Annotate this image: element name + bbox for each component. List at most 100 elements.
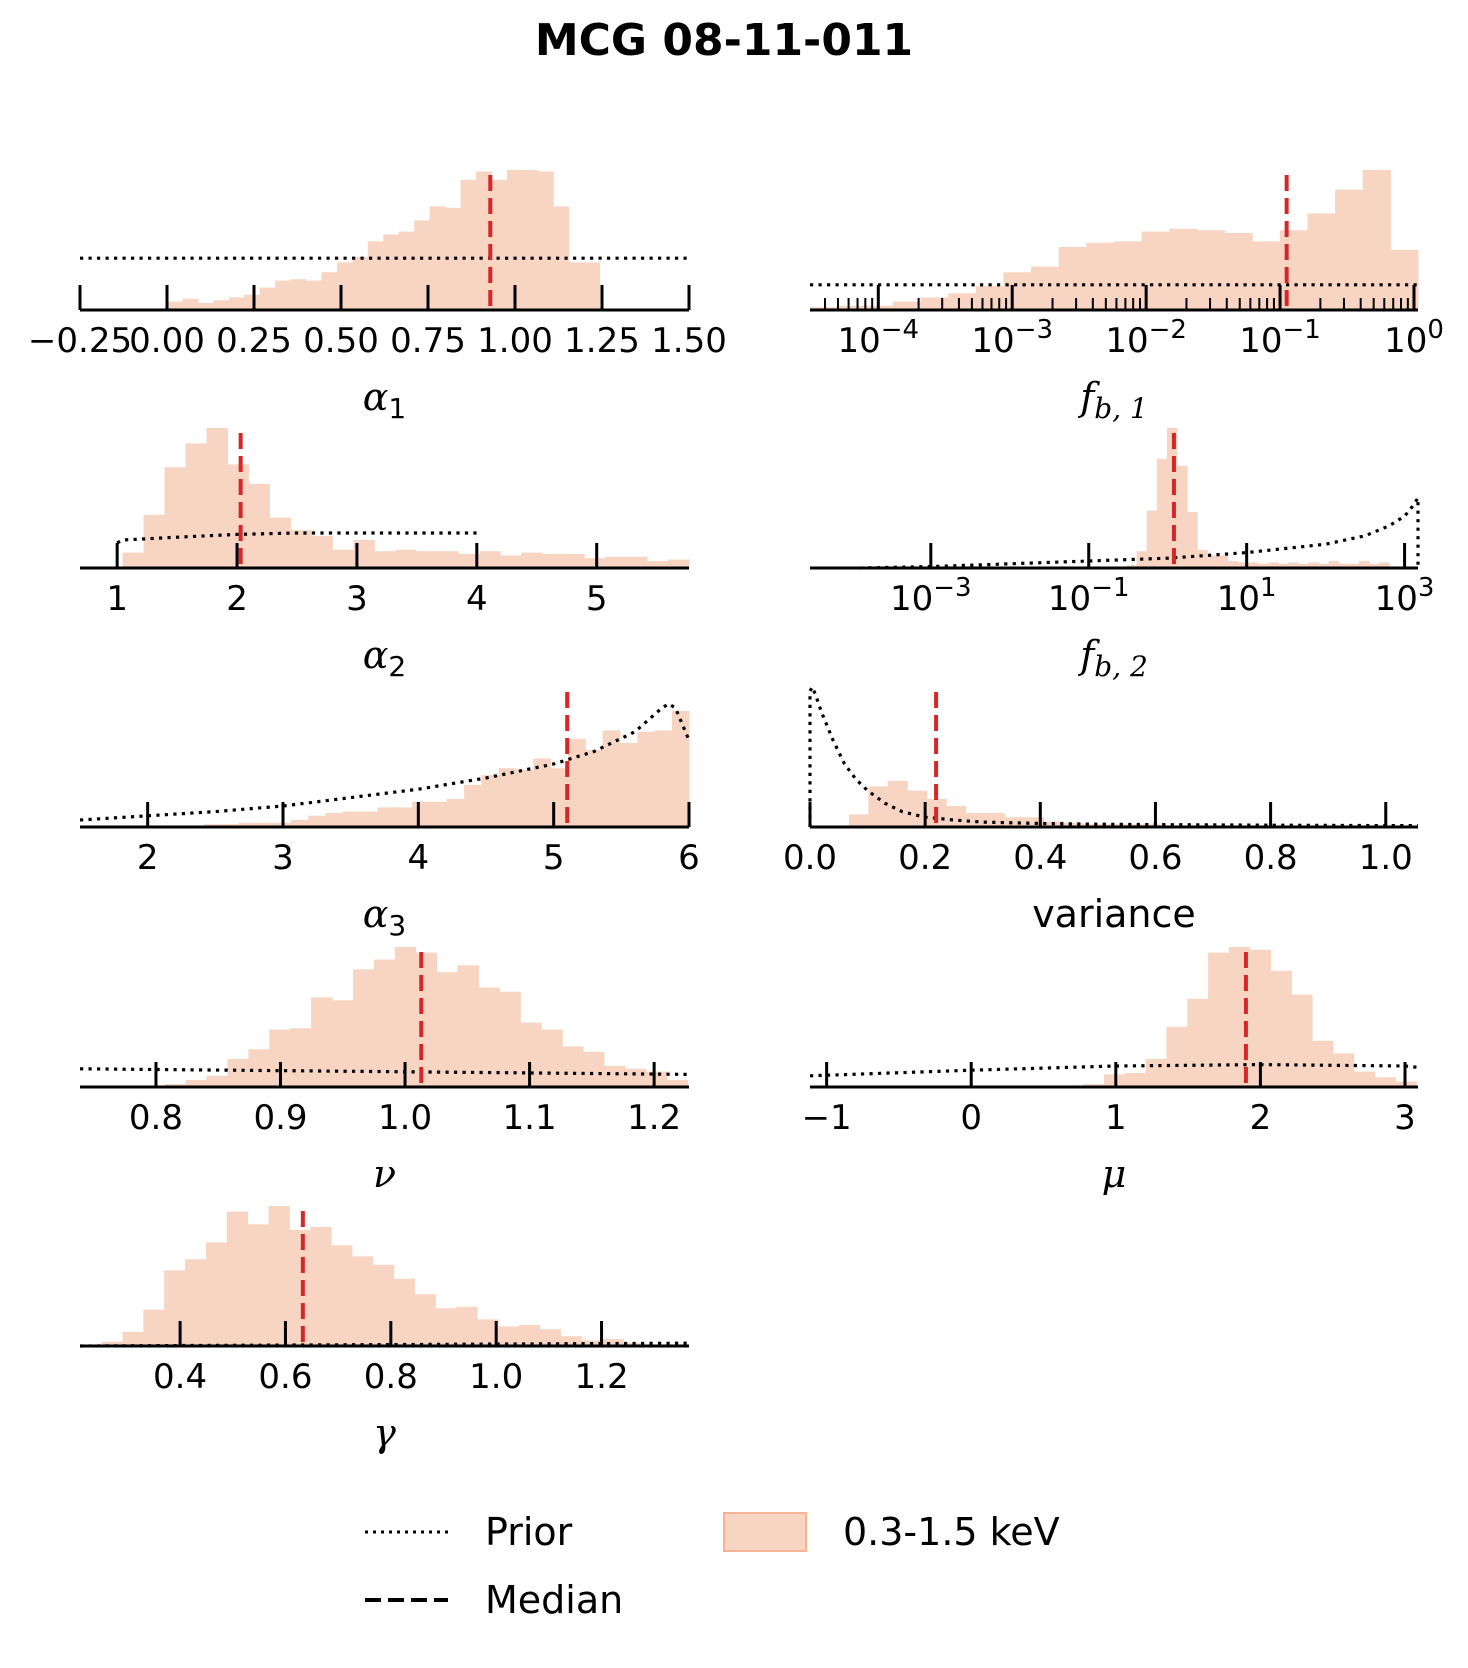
hist-bar xyxy=(560,1336,582,1346)
hist-bar xyxy=(289,1229,311,1346)
legend-median-label: Median xyxy=(485,1578,623,1622)
hist-bar xyxy=(585,750,604,827)
hist-bar xyxy=(602,1339,624,1346)
hist-bar xyxy=(1224,233,1253,310)
tick-label: 4 xyxy=(408,838,430,878)
hist-bar xyxy=(476,171,492,310)
axis-label-alpha2: α2 xyxy=(363,633,407,683)
hist-bar xyxy=(539,1329,562,1346)
hist-bar xyxy=(416,551,438,568)
hist-bar xyxy=(213,300,230,310)
hist-bar xyxy=(1267,562,1279,568)
tick-label: 1.2 xyxy=(627,1098,681,1138)
hist-bar xyxy=(1362,170,1391,310)
axis-label-fb1: fb, 1 xyxy=(1077,375,1148,425)
hist-bar xyxy=(1166,428,1178,568)
hist-bar xyxy=(920,297,949,310)
tick-label: −1 xyxy=(802,1098,852,1138)
hist-bar xyxy=(1187,512,1198,568)
hist-bar xyxy=(122,552,145,568)
histogram xyxy=(101,1206,666,1346)
tick-label: 0.2 xyxy=(898,838,952,878)
hist-bar xyxy=(248,1049,270,1087)
hist-bar xyxy=(1169,228,1198,310)
hist-bar xyxy=(456,1306,478,1346)
hist-bar xyxy=(331,1245,353,1346)
tick-label: 1.0 xyxy=(469,1357,523,1397)
tick-label: 1.2 xyxy=(575,1357,629,1397)
hist-bar xyxy=(290,820,309,827)
hist-bar xyxy=(228,297,245,310)
hist-bar xyxy=(498,768,517,827)
figure-title: MCG 08-11-011 xyxy=(535,15,913,66)
hist-bar xyxy=(605,556,627,568)
hist-bar xyxy=(383,234,400,310)
hist-bar xyxy=(892,301,922,310)
tick-label: 100 xyxy=(1384,315,1444,361)
hist-bar xyxy=(336,262,353,310)
tick-label: 0.8 xyxy=(1244,838,1298,878)
hist-bar xyxy=(619,743,638,827)
hist-bar xyxy=(624,1068,647,1087)
hist-bar xyxy=(1058,247,1087,310)
hist-bar xyxy=(948,293,977,310)
tick-label: 1.1 xyxy=(503,1098,557,1138)
hist-bar xyxy=(1145,1059,1167,1087)
hist-bar xyxy=(275,280,292,310)
hist-bar xyxy=(604,1066,626,1087)
tick-label: 5 xyxy=(586,579,608,619)
hist-bar xyxy=(227,1059,249,1087)
hist-bar xyxy=(602,730,621,827)
histogram xyxy=(186,710,690,827)
axis-label-mu: μ xyxy=(1102,1152,1127,1196)
hist-bar xyxy=(1196,230,1226,310)
hist-bar xyxy=(647,561,669,568)
legend: Prior Median 0.3-1.5 keV xyxy=(365,1510,1060,1622)
hist-bar xyxy=(1249,949,1272,1087)
hist-bar xyxy=(1257,563,1269,568)
hist-bar xyxy=(1227,561,1239,568)
hist-bar xyxy=(491,179,508,310)
hist-bar xyxy=(1318,563,1330,568)
hist-bar xyxy=(1247,562,1259,568)
hist-bar xyxy=(394,807,413,827)
hist-bar xyxy=(1291,994,1313,1087)
hist-bar xyxy=(1024,817,1045,827)
axis-label-gamma: γ xyxy=(373,1411,396,1455)
hist-bar xyxy=(101,1341,123,1346)
hist-bar xyxy=(1146,510,1158,568)
tick-label: 3 xyxy=(1394,1098,1416,1138)
hist-bar xyxy=(464,785,482,827)
hist-bar xyxy=(668,559,690,568)
hist-bar xyxy=(868,786,889,827)
hist-bar xyxy=(414,1294,436,1346)
hist-bar xyxy=(1348,563,1360,568)
prior-line xyxy=(79,701,691,822)
legend-prior-label: Prior xyxy=(485,1510,573,1554)
hist-bar xyxy=(1114,241,1143,310)
hist-bar xyxy=(415,952,438,1087)
hist-bar xyxy=(429,801,448,827)
hist-bar xyxy=(1197,549,1208,568)
tick-label: 101 xyxy=(1217,573,1277,619)
hist-bar xyxy=(412,801,430,827)
hist-bar xyxy=(445,207,462,310)
hist-bar xyxy=(377,807,396,827)
hist-bar xyxy=(481,775,500,827)
hist-bar xyxy=(666,1080,689,1087)
hist-bar xyxy=(522,170,539,310)
tick-label: 2 xyxy=(137,838,159,878)
hist-bar xyxy=(1374,1077,1396,1087)
hist-bar xyxy=(1335,189,1364,310)
axis-label-nu: ν xyxy=(373,1152,396,1196)
hist-bar xyxy=(122,1332,144,1346)
hist-bar xyxy=(197,303,214,310)
hist-bar xyxy=(1307,213,1336,310)
hist-bar xyxy=(205,1242,228,1346)
hist-bar xyxy=(542,554,564,568)
hist-bar xyxy=(256,822,275,827)
tick-label: 0.6 xyxy=(258,1357,312,1397)
hist-bar xyxy=(185,1080,208,1087)
hist-bar xyxy=(325,813,344,827)
